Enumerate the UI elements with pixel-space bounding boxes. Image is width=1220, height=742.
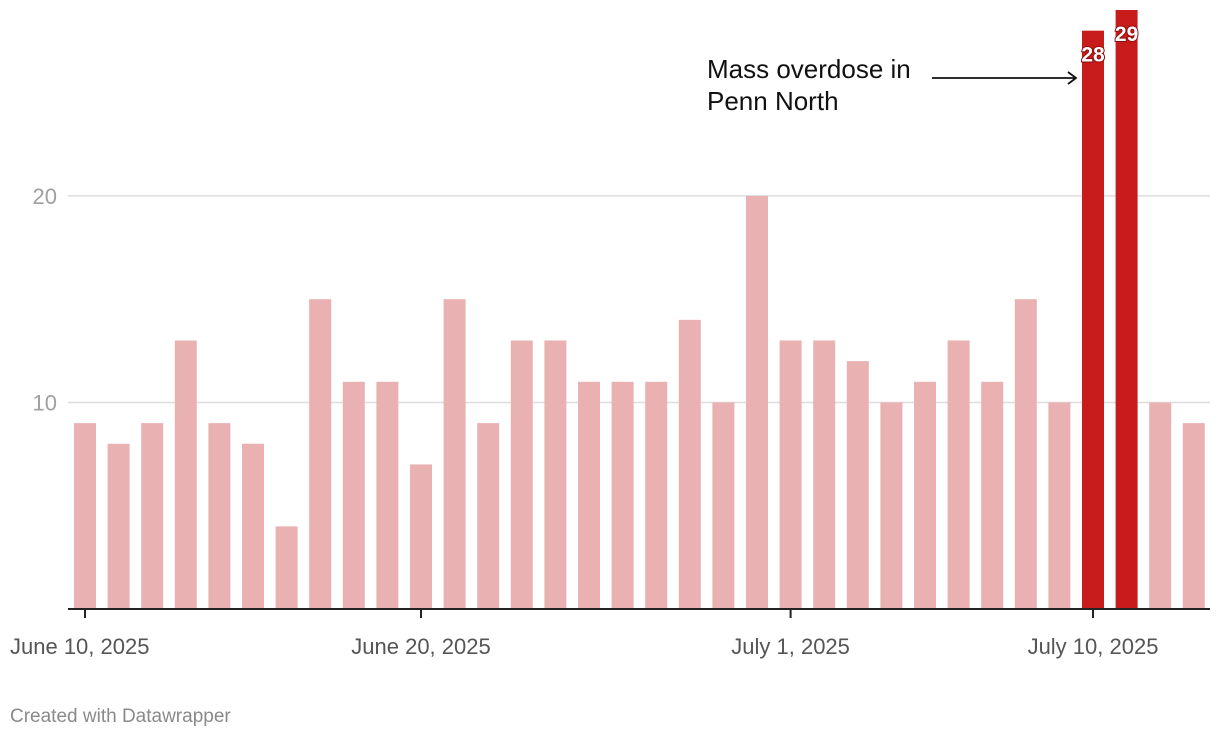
bar-2025-06-17	[309, 299, 332, 609]
bar-2025-07-01	[779, 340, 802, 609]
bar-2025-06-29	[712, 402, 735, 609]
bar-2025-06-10	[74, 423, 96, 609]
bar-2025-07-06	[947, 340, 970, 609]
overdose-bar-chart: 10 20 June 10, 2025 June 20, 2025 July 1, 20…	[10, 10, 1210, 659]
bar-2025-07-09	[1048, 402, 1071, 609]
bar-2025-07-02	[813, 340, 836, 609]
y-tick-label: 20	[33, 184, 57, 209]
bar-2025-06-30	[746, 195, 768, 609]
bar-2025-06-28	[678, 319, 701, 609]
bar-2025-07-13	[1182, 423, 1205, 609]
annotation-text-line: Mass overdose in	[707, 54, 911, 84]
bar-2025-06-13	[174, 340, 197, 609]
bar-2025-06-22	[477, 423, 500, 609]
bar-2025-06-16	[275, 526, 298, 609]
x-tick-label: June 10, 2025	[10, 634, 149, 659]
bar-2025-06-18	[342, 381, 365, 609]
bar-2025-07-05	[914, 381, 936, 609]
annotation-text-line: Penn North	[707, 86, 839, 116]
bar-2025-06-25	[578, 381, 600, 609]
bar-2025-06-20	[410, 464, 432, 609]
bar-2025-06-26	[611, 381, 634, 609]
bar-2025-06-15	[242, 443, 264, 609]
bar-2025-07-04	[880, 402, 903, 609]
bar-2025-07-07	[981, 381, 1004, 609]
x-tick-label: July 10, 2025	[1028, 634, 1159, 659]
datawrapper-credit: Created with Datawrapper	[10, 706, 231, 727]
bar-2025-06-11	[107, 443, 130, 609]
y-tick-label: 10	[33, 390, 57, 415]
bar-2025-07-08	[1014, 299, 1037, 609]
x-tick-label: June 20, 2025	[351, 634, 490, 659]
bar-2025-07-11	[1115, 10, 1138, 609]
bar-2025-06-27	[645, 381, 668, 609]
bar-2025-06-21	[443, 299, 466, 609]
data-label-29: 29	[1115, 23, 1138, 46]
x-tick-label: July 1, 2025	[731, 634, 850, 659]
data-label-28: 28	[1081, 44, 1105, 67]
bar-2025-07-03	[846, 361, 869, 609]
bar-2025-06-14	[208, 423, 231, 609]
bar-2025-06-24	[544, 340, 567, 609]
bar-2025-06-19	[376, 381, 399, 609]
bar-2025-06-12	[141, 423, 164, 609]
bar-2025-06-23	[510, 340, 533, 609]
bar-2025-07-10	[1082, 30, 1104, 610]
annotation-arrow-head-icon	[1067, 71, 1078, 85]
bar-2025-07-12	[1149, 402, 1172, 609]
